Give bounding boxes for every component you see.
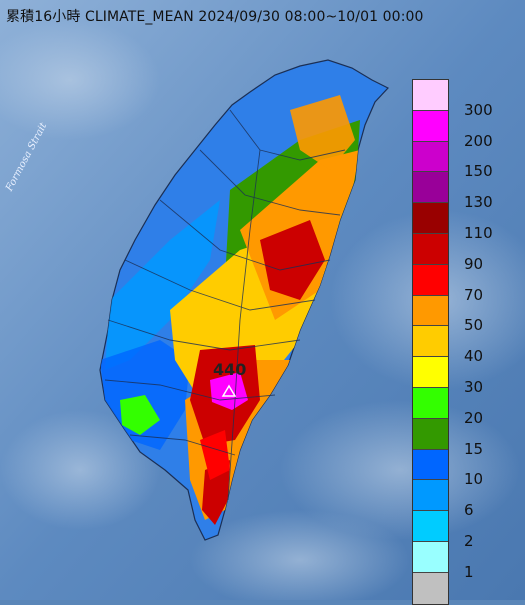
legend-label: 20 — [464, 408, 484, 427]
legend-label: 70 — [464, 285, 484, 304]
legend-swatch — [413, 449, 448, 481]
legend-label: 200 — [464, 131, 493, 150]
legend-label: 15 — [464, 439, 484, 458]
legend-label: 1 — [464, 562, 474, 581]
county-boundaries — [104, 109, 346, 501]
legend-swatch — [413, 387, 448, 419]
legend-swatch — [413, 233, 448, 265]
legend-swatch — [413, 511, 448, 542]
legend-label: 110 — [464, 224, 493, 242]
peak-marker — [221, 384, 237, 397]
legend-swatch — [413, 480, 448, 512]
taiwan-island — [99, 59, 389, 541]
legend-label: 300 — [464, 100, 493, 119]
legend-label: 40 — [464, 347, 484, 366]
cloud-layer — [0, 20, 525, 600]
legend-swatch — [413, 264, 448, 296]
legend-label: 150 — [464, 162, 493, 181]
legend-swatch — [413, 110, 448, 142]
legend-label: 50 — [464, 316, 484, 335]
legend-swatch — [413, 326, 448, 358]
legend-swatch — [413, 172, 448, 204]
legend-swatch — [413, 418, 448, 450]
legend-swatch — [413, 572, 448, 604]
legend-label: 90 — [464, 254, 484, 273]
legend-swatch — [413, 80, 448, 111]
legend-label: 10 — [464, 470, 484, 489]
legend-swatch — [413, 357, 448, 388]
legend-swatch — [413, 141, 448, 173]
legend-label: 130 — [464, 193, 493, 212]
map-title: 累積16小時 CLIMATE_MEAN 2024/09/30 08:00~10/… — [6, 9, 424, 25]
legend-swatch — [413, 541, 448, 573]
legend-swatch — [413, 295, 448, 327]
legend-label: 30 — [464, 378, 484, 396]
legend-swatches — [412, 79, 449, 605]
legend-label: 6 — [464, 501, 474, 520]
legend-label: 2 — [464, 532, 474, 550]
legend-swatch — [413, 203, 448, 234]
peak-value-label: 440 — [213, 360, 247, 379]
